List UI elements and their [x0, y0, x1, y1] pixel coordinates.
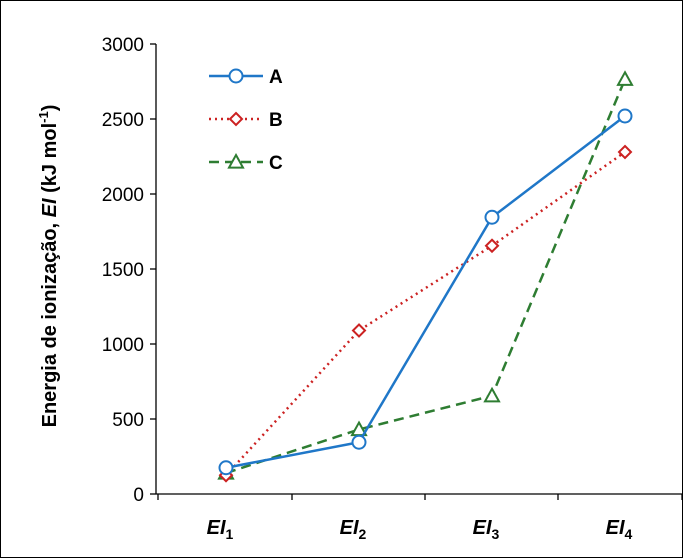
legend-label-C: C [269, 153, 283, 174]
data-point-A [351, 434, 367, 450]
y-axis-label-unit: (kJ mol [39, 123, 61, 199]
y-axis-label: Energia de ionização, EI (kJ mol-1) [36, 105, 61, 428]
x-tick-label-sub: 4 [625, 526, 633, 542]
data-point-B [484, 238, 500, 254]
series-line-B [225, 150, 626, 477]
x-tick-label-sub: 2 [359, 526, 367, 542]
x-tick-label: EI3 [473, 517, 500, 542]
y-tick-label: 3000 [102, 35, 144, 56]
x-tick-label: EI2 [340, 517, 367, 542]
series-line-A [225, 115, 626, 469]
legend: A B C [209, 67, 283, 174]
series-layer [217, 70, 634, 483]
x-tick-label: EI1 [207, 517, 234, 542]
data-point-B [617, 144, 633, 160]
data-point-A [484, 209, 500, 225]
x-tick-label: EI4 [606, 517, 633, 542]
x-tick-label-main: EI [606, 517, 625, 539]
data-point-B [351, 323, 367, 338]
y-tick-label: 2500 [102, 110, 144, 131]
y-tick-label: 2000 [102, 185, 144, 206]
y-axis-label-sup: -1 [36, 111, 51, 123]
data-point-C [616, 70, 634, 86]
legend-label-B: B [269, 110, 283, 131]
legend-marker-C [227, 152, 245, 169]
y-axis-label-end: ) [39, 105, 61, 112]
y-tick-label: 0 [133, 485, 144, 506]
legend-marker-A [228, 68, 244, 84]
data-point-C [483, 386, 501, 403]
y-tick-label: 1000 [102, 335, 144, 356]
data-point-A [218, 460, 234, 476]
y-tick-label: 500 [112, 410, 144, 431]
legend-marker-B [228, 111, 244, 127]
x-tick-label-main: EI [340, 517, 359, 539]
x-tick-label-sub: 3 [492, 526, 500, 542]
series-line-C [225, 78, 627, 475]
y-axis-label-text: Energia de ionização, [39, 217, 61, 427]
x-tick-label-main: EI [473, 517, 492, 539]
x-tick-label-main: EI [207, 517, 226, 539]
x-tick-label-sub: 1 [226, 526, 234, 542]
y-tick-label: 1500 [102, 260, 144, 281]
data-point-A [617, 108, 633, 124]
legend-label-A: A [269, 67, 283, 88]
y-axis-label-italic: EI [39, 198, 61, 217]
